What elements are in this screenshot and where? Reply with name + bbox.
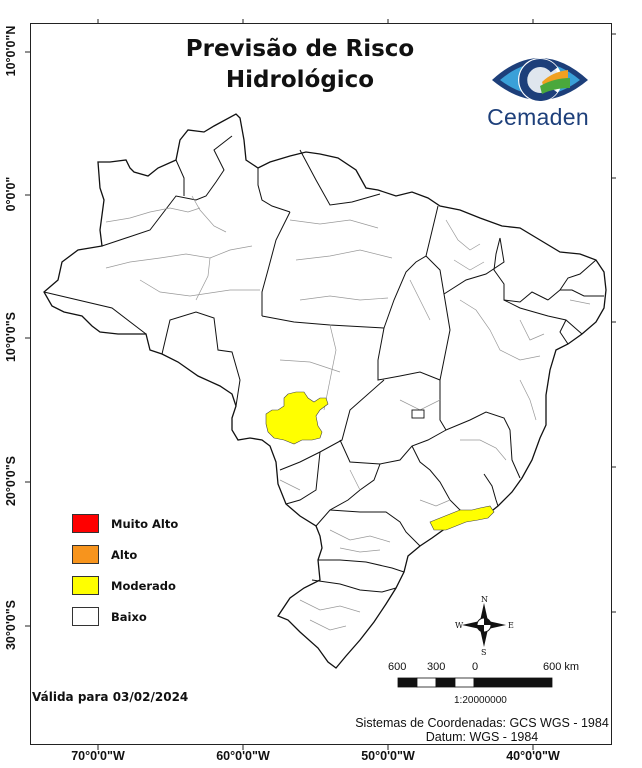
swatch-moderado: [72, 576, 99, 595]
moderate-risk-region-mt: [265, 391, 329, 445]
mesoregion-borders: [105, 195, 591, 631]
latitude-label-30s: 30°0'0"S: [4, 599, 18, 651]
longitude-label-60w: 60°0'0"W: [216, 749, 270, 763]
compass-s: S: [481, 648, 487, 657]
moderate-risk-region-sp-rj: [429, 505, 495, 531]
federal-district: [411, 409, 425, 419]
coordinate-system: Sistemas de Coordenadas: GCS WGS - 1984 …: [352, 716, 612, 744]
compass-n: N: [481, 595, 488, 604]
longitude-label-70w: 70°0'0"W: [71, 749, 125, 763]
state-borders: [43, 135, 604, 593]
legend-item-baixo: Baixo: [72, 601, 178, 632]
title-line-1: Previsão de Risco: [185, 36, 415, 62]
longitude-label-40w: 40°0'0"W: [506, 749, 560, 763]
longitude-label-50w: 50°0'0"W: [361, 749, 415, 763]
swatch-muito-alto: [72, 514, 99, 533]
legend-label: Moderado: [111, 578, 176, 593]
cemaden-logo-text: Cemaden: [487, 104, 589, 130]
title-line-2: Hidrológico: [225, 67, 375, 93]
swatch-baixo: [72, 607, 99, 626]
latitude-label-0: 0°0'0": [4, 176, 18, 212]
compass-w: W: [455, 621, 464, 630]
page-title: Previsão de Risco Hidrológico: [150, 34, 450, 96]
graticule-ticks: [25, 19, 616, 750]
scale-label-0: 0: [472, 661, 479, 673]
valid-date: Válida para 03/02/2024: [32, 690, 189, 704]
legend-item-alto: Alto: [72, 539, 178, 570]
compass-e: E: [508, 621, 514, 630]
cemaden-logo-icon: [492, 58, 588, 102]
scale-label-600-left: 600: [388, 661, 407, 673]
scale-label-300: 300: [427, 661, 446, 673]
legend-item-muito-alto: Muito Alto: [72, 508, 178, 539]
brazil-outline: [43, 113, 607, 669]
latitude-label-20s: 20°0'0"S: [4, 455, 18, 507]
scale-ratio: 1:20000000: [454, 695, 507, 706]
legend-label: Alto: [111, 547, 138, 562]
scale-label-600-km: 600 km: [543, 661, 580, 673]
legend-label: Muito Alto: [111, 516, 179, 531]
compass-rose: [462, 603, 506, 647]
latitude-label-10s: 10°0'0"S: [4, 311, 18, 363]
swatch-alto: [72, 545, 99, 564]
legend-item-moderado: Moderado: [72, 570, 178, 601]
latitude-label-10n: 10°0'0"N: [4, 25, 18, 77]
scale-bar: [397, 677, 553, 688]
legend-label: Baixo: [111, 609, 147, 624]
legend: Muito Alto Alto Moderado Baixo: [72, 508, 178, 632]
datum-line: Datum: WGS - 1984: [425, 730, 539, 744]
coordinate-system-line: Sistemas de Coordenadas: GCS WGS - 1984: [355, 716, 609, 730]
